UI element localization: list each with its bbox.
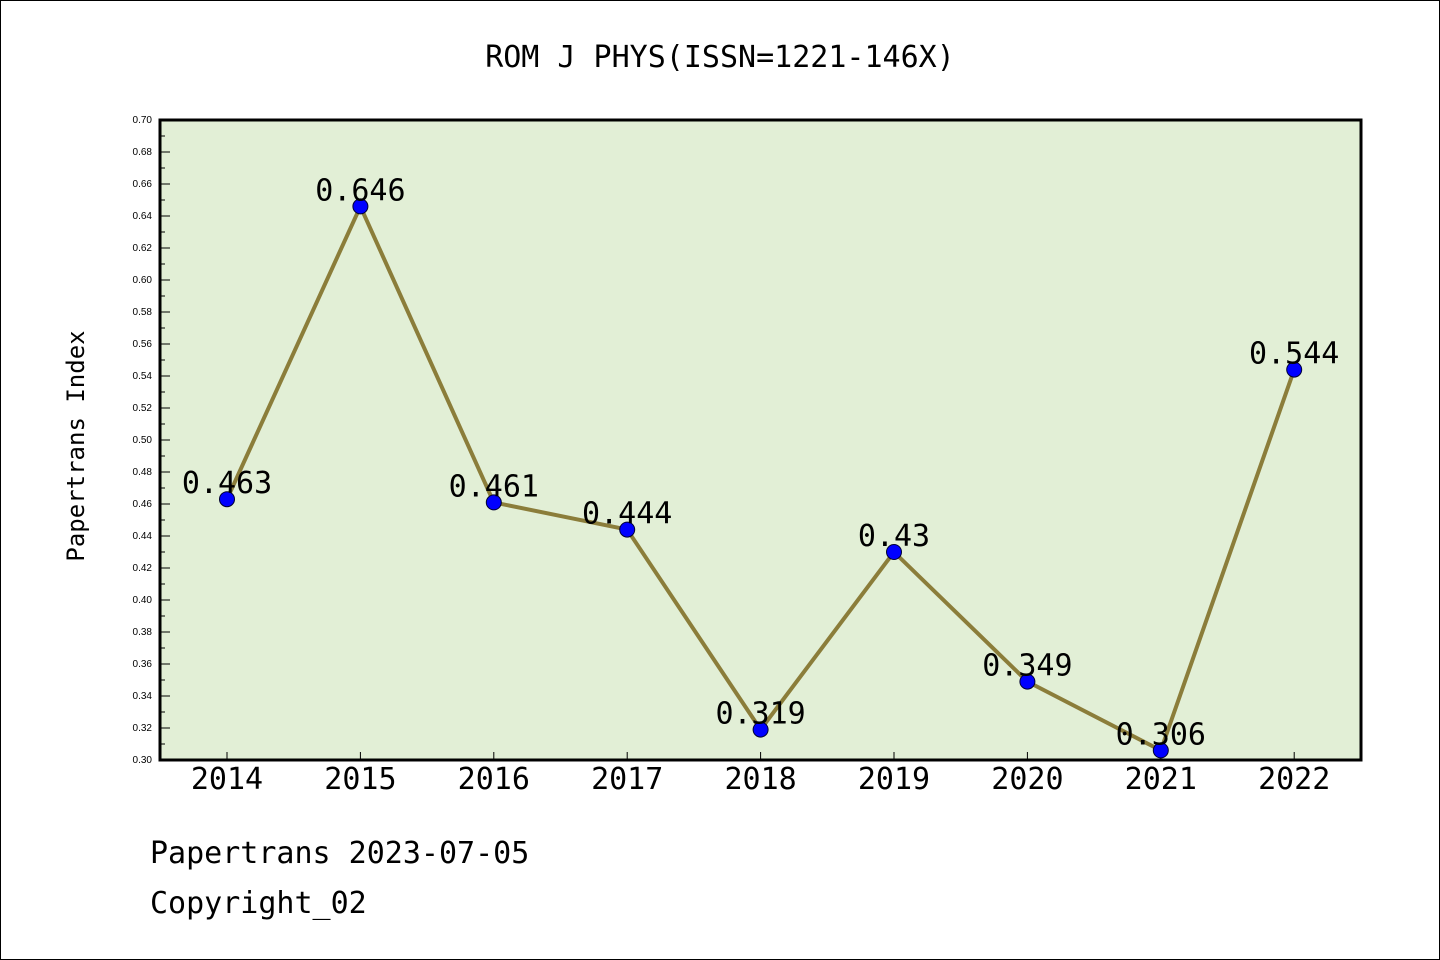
x-tick-label: 2020 xyxy=(991,762,1063,797)
data-point-marker xyxy=(1152,742,1169,759)
data-point-marker xyxy=(1286,361,1303,378)
data-point-marker xyxy=(352,198,369,215)
x-tick-label: 2014 xyxy=(191,762,263,797)
data-label: 0.43 xyxy=(858,519,930,554)
y-tick-label: 0.46 xyxy=(133,499,153,510)
y-tick-label: 0.40 xyxy=(133,595,153,606)
y-tick-label: 0.38 xyxy=(133,627,153,638)
data-point-marker xyxy=(619,521,636,538)
y-tick-label: 0.56 xyxy=(133,339,153,350)
data-label: 0.306 xyxy=(1116,717,1206,752)
data-point-marker xyxy=(886,544,902,560)
data-point-marker xyxy=(752,721,769,738)
y-tick-label: 0.50 xyxy=(133,435,153,446)
y-tick-label: 0.36 xyxy=(133,659,153,670)
plot-area xyxy=(160,120,1361,760)
data-point-marker xyxy=(485,494,502,511)
y-tick-label: 0.44 xyxy=(133,531,153,542)
plot-border xyxy=(158,118,1363,762)
x-tick-label: 2016 xyxy=(458,762,530,797)
y-tick-label: 0.62 xyxy=(133,243,153,254)
y-tick-label: 0.52 xyxy=(133,403,153,414)
x-tick-label: 2022 xyxy=(1258,762,1330,797)
chart-title: ROM J PHYS(ISSN=1221-146X) xyxy=(485,40,955,75)
y-tick-label: 0.54 xyxy=(133,371,153,382)
data-label: 0.544 xyxy=(1249,337,1339,372)
data-point-marker xyxy=(219,491,235,508)
x-tick-label: 2015 xyxy=(324,762,396,797)
x-tick-label: 2017 xyxy=(591,762,663,797)
x-tick-label: 2018 xyxy=(724,762,796,797)
data-label: 0.349 xyxy=(982,649,1072,684)
y-tick-label: 0.66 xyxy=(133,179,153,190)
data-label: 0.463 xyxy=(182,466,272,501)
y-tick-label: 0.34 xyxy=(133,691,153,702)
y-tick-label: 0.64 xyxy=(133,211,153,222)
footer-copyright-text: Copyright_02 xyxy=(150,886,367,921)
data-point-marker xyxy=(1019,673,1036,690)
x-tick-label: 2019 xyxy=(858,762,930,797)
y-tick-label: 0.60 xyxy=(133,275,153,286)
y-tick-label: 0.48 xyxy=(133,467,153,478)
y-tick-label: 0.42 xyxy=(133,563,153,574)
y-tick-label: 0.30 xyxy=(133,755,153,766)
y-tick-label: 0.68 xyxy=(133,147,153,158)
y-tick-label: 0.32 xyxy=(133,723,153,734)
footer-date-text: Papertrans 2023-07-05 xyxy=(150,836,530,871)
y-axis-label: Papertrans Index xyxy=(62,330,90,561)
data-label: 0.444 xyxy=(582,497,672,532)
x-tick-label: 2021 xyxy=(1125,762,1197,797)
y-tick-label: 0.70 xyxy=(133,115,153,126)
data-label: 0.646 xyxy=(315,173,405,208)
data-label: 0.461 xyxy=(449,469,539,504)
data-label: 0.319 xyxy=(715,697,805,732)
y-tick-label: 0.58 xyxy=(133,307,153,318)
